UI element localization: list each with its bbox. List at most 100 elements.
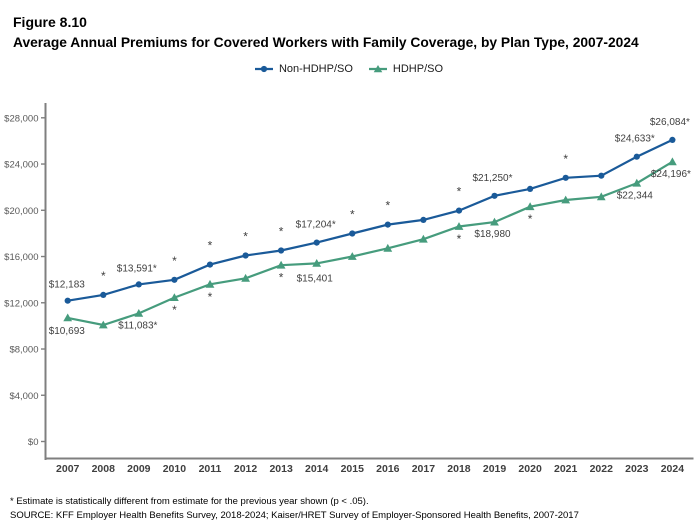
- y-tick-label: $28,000: [4, 113, 38, 124]
- data-point-hdhp-so: [668, 157, 677, 166]
- data-point-hdhp-so: [632, 178, 642, 187]
- data-point-hdhp-so: [241, 273, 250, 282]
- x-tick-label: 2009: [127, 463, 151, 475]
- significance-asterisk: *: [172, 254, 177, 268]
- data-point-non-hdhp-so: [491, 192, 498, 199]
- data-point-hdhp-so: [383, 243, 393, 252]
- figure-title: Average Annual Premiums for Covered Work…: [13, 35, 639, 50]
- data-point-non-hdhp-so: [206, 261, 214, 268]
- significance-asterisk: *: [457, 232, 462, 246]
- significance-asterisk: *: [208, 290, 213, 304]
- data-point-label: $10,693: [49, 326, 86, 337]
- data-point-label: $24,196*: [651, 169, 691, 180]
- data-point-hdhp-so: [561, 195, 571, 204]
- data-point-label: $18,980: [474, 229, 511, 240]
- data-point-label: $15,401: [297, 273, 334, 284]
- legend-item-non-hdhp-so: Non-HDHP/SO: [254, 63, 353, 75]
- y-tick-label: $16,000: [4, 252, 38, 263]
- data-point-hdhp-so: [276, 260, 286, 269]
- significance-asterisk: *: [563, 152, 568, 166]
- y-tick-label: $8,000: [9, 345, 38, 356]
- series-line-non-hdhp-so: [67, 138, 673, 302]
- data-point-non-hdhp-so: [527, 185, 534, 192]
- x-tick-label: 2018: [447, 463, 471, 475]
- data-point-non-hdhp-so: [598, 172, 605, 179]
- series-line-hdhp-so: [67, 160, 673, 327]
- data-point-hdhp-so: [525, 202, 535, 211]
- x-tick-label: 2013: [269, 463, 293, 475]
- data-point-label: $11,083*: [118, 320, 157, 331]
- significance-asterisk: *: [279, 225, 284, 239]
- x-tick-label: 2010: [163, 463, 187, 475]
- data-point-non-hdhp-so: [64, 297, 71, 304]
- x-tick-label: 2024: [661, 463, 685, 475]
- data-point-non-hdhp-so: [562, 174, 569, 181]
- significance-asterisk: *: [350, 208, 355, 222]
- significance-asterisk: *: [243, 230, 248, 244]
- y-tick-label: $12,000: [4, 298, 38, 309]
- data-point-label: $17,204*: [296, 220, 336, 231]
- data-point-hdhp-so: [596, 192, 606, 201]
- data-point-non-hdhp-so: [135, 281, 142, 288]
- x-tick-label: 2023: [625, 463, 649, 475]
- data-point-non-hdhp-so: [384, 221, 391, 228]
- data-point-hdhp-so: [454, 222, 464, 230]
- x-tick-label: 2017: [412, 463, 436, 475]
- x-tick-label: 2015: [341, 463, 365, 475]
- x-tick-label: 2011: [199, 463, 222, 475]
- legend-label-hdhp-so: HDHP/SO: [392, 63, 444, 75]
- data-point-hdhp-so: [205, 279, 215, 288]
- significance-asterisk: *: [385, 199, 390, 213]
- data-point-hdhp-so: [490, 217, 499, 226]
- x-tick-label: 2012: [234, 463, 258, 475]
- data-point-hdhp-so: [170, 293, 179, 301]
- data-point-label: $26,084*: [650, 117, 690, 128]
- data-point-label: $12,183: [49, 280, 86, 291]
- data-point-non-hdhp-so: [100, 291, 107, 298]
- footnote-source: SOURCE: KFF Employer Health Benefits Sur…: [10, 510, 579, 521]
- data-point-non-hdhp-so: [669, 136, 676, 143]
- legend-item-hdhp-so: HDHP/SO: [368, 63, 444, 75]
- data-point-non-hdhp-so: [455, 207, 463, 214]
- data-point-label: $22,344: [617, 191, 654, 202]
- y-tick-label: $20,000: [4, 206, 38, 217]
- data-point-label: $24,633*: [615, 134, 655, 145]
- data-point-non-hdhp-so: [633, 153, 640, 160]
- x-tick-label: 2021: [554, 463, 578, 475]
- hdhp-so-line-marker-icon: [368, 65, 387, 73]
- data-point-non-hdhp-so: [242, 252, 249, 259]
- data-point-hdhp-so: [312, 259, 322, 267]
- data-point-hdhp-so: [419, 234, 428, 243]
- x-tick-label: 2008: [92, 463, 116, 475]
- x-tick-label: 2022: [590, 463, 614, 475]
- x-tick-label: 2016: [376, 463, 400, 475]
- data-point-non-hdhp-so: [278, 247, 285, 254]
- data-point-label: $13,591*: [117, 263, 157, 274]
- non-hdhp-so-line-marker-icon: [254, 65, 273, 73]
- data-point-label: $21,250*: [472, 173, 512, 184]
- figure-number: Figure 8.10: [13, 14, 87, 30]
- footnote-significance: * Estimate is statistically different fr…: [10, 496, 369, 507]
- y-tick-label: $24,000: [4, 160, 38, 171]
- data-point-non-hdhp-so: [420, 216, 427, 223]
- x-tick-label: 2014: [305, 463, 329, 475]
- y-tick-label: $4,000: [9, 391, 38, 402]
- significance-asterisk: *: [457, 185, 462, 199]
- legend-label-non-hdhp-so: Non-HDHP/SO: [278, 63, 353, 75]
- x-tick-label: 2007: [56, 463, 80, 475]
- significance-asterisk: *: [101, 269, 106, 283]
- significance-asterisk: *: [172, 303, 177, 317]
- data-point-non-hdhp-so: [349, 230, 356, 237]
- data-point-hdhp-so: [63, 313, 73, 322]
- data-point-hdhp-so: [98, 320, 108, 329]
- chart-legend: Non-HDHP/SO HDHP/SO: [0, 63, 698, 75]
- significance-asterisk: *: [279, 271, 284, 285]
- data-point-hdhp-so: [134, 309, 144, 317]
- y-tick-label: $0: [28, 437, 39, 448]
- significance-asterisk: *: [528, 212, 533, 226]
- x-tick-label: 2020: [518, 463, 542, 475]
- x-tick-label: 2019: [483, 463, 507, 475]
- data-point-non-hdhp-so: [171, 276, 178, 283]
